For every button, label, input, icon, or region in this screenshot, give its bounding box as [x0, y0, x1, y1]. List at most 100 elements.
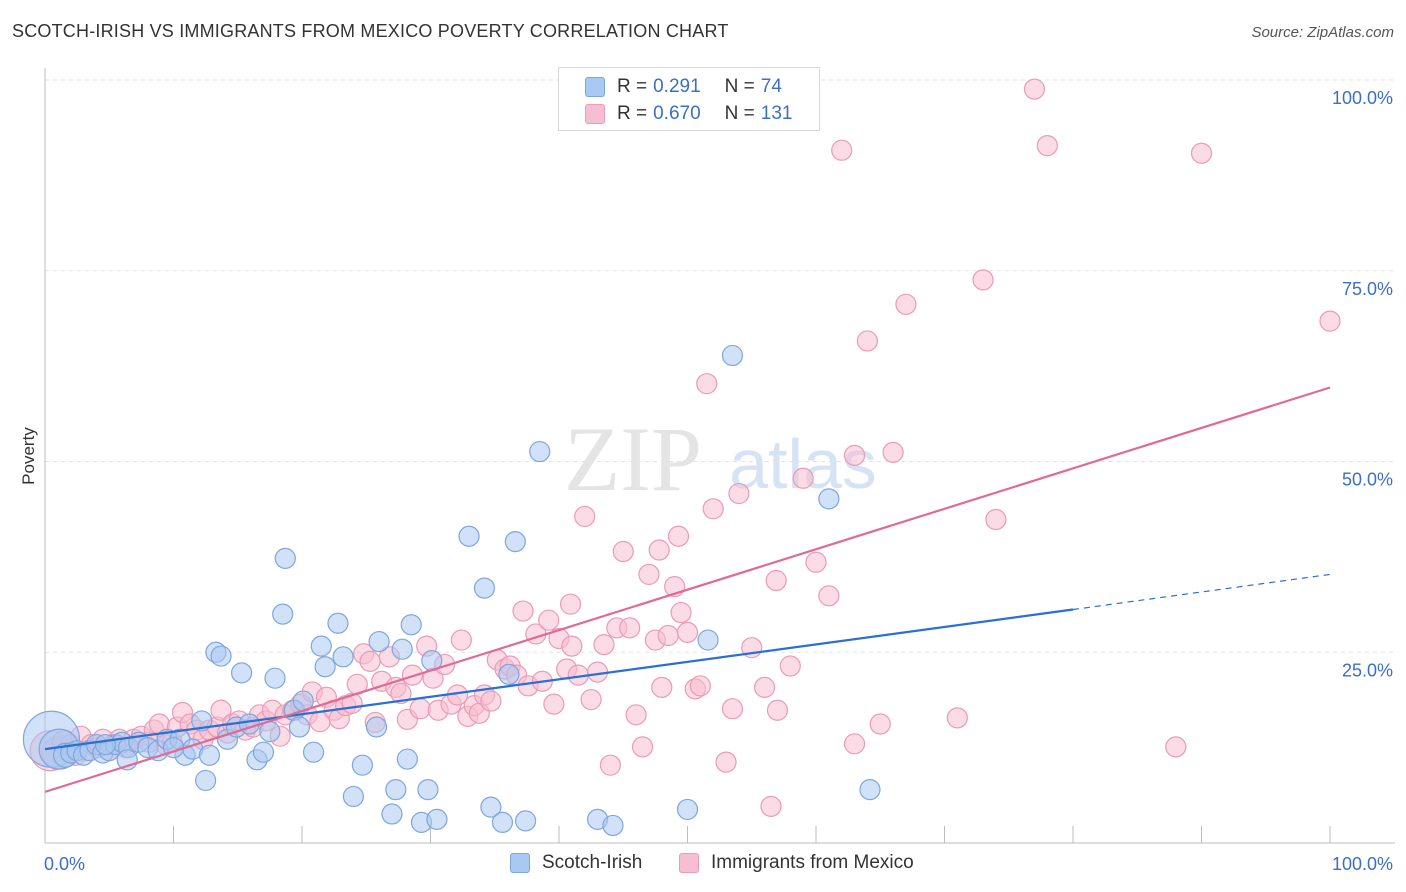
- series-scotch-irish: [22, 344, 881, 837]
- mexico-point: [765, 569, 787, 592]
- scotch-irish-point: [721, 344, 744, 367]
- mexico-point: [818, 585, 840, 607]
- scotch-irish-point: [458, 525, 480, 547]
- bottom-legend-scotch-irish: Scotch-Irish: [510, 852, 642, 874]
- mexico-point: [651, 676, 673, 698]
- mexico-point: [512, 600, 534, 622]
- legend-swatch-pink: [585, 104, 605, 124]
- mexico-point: [792, 467, 814, 489]
- mexico-point: [450, 629, 472, 651]
- scotch-irish-point: [238, 713, 260, 735]
- mexico-point: [561, 635, 583, 657]
- mexico-point: [580, 688, 602, 711]
- mexico-point: [1319, 310, 1341, 332]
- scotch-irish-point: [195, 769, 217, 792]
- legend: R = 0.291 N = 74 R = 0.670 N = 131: [558, 67, 820, 131]
- trend-lines: [44, 386, 1331, 793]
- chart-title: SCOTCH-IRISH VS IMMIGRANTS FROM MEXICO P…: [12, 21, 729, 41]
- scotch-irish-point: [426, 808, 448, 830]
- mexico-point: [599, 754, 622, 776]
- scotch-irish-point: [272, 603, 294, 625]
- y-tick-label: 100.0%: [1332, 88, 1393, 108]
- scotch-irish-point: [396, 748, 418, 770]
- y-axis-title: Poverty: [19, 427, 38, 485]
- scotch-irish-point: [818, 488, 840, 510]
- scotch-irish-point: [400, 614, 422, 636]
- scotch-irish-point: [191, 710, 213, 732]
- mexico-trend-line: [44, 386, 1331, 793]
- mexico-point: [1165, 736, 1187, 758]
- source-label: Source: ZipAtlas.com: [1251, 24, 1394, 41]
- y-tick-label: 25.0%: [1342, 660, 1393, 680]
- scotch-irish-point: [529, 440, 551, 463]
- mexico-point: [210, 699, 232, 721]
- scotch-irish-point: [332, 646, 354, 668]
- mexico-point: [972, 269, 994, 291]
- scotch-irish-point: [252, 741, 275, 763]
- scotch-irish-point: [473, 577, 496, 599]
- scotch-irish-point: [259, 721, 281, 743]
- mexico-point: [843, 444, 866, 466]
- mexico-point: [676, 621, 699, 644]
- scotch-irish-point: [514, 810, 537, 832]
- mexico-point: [612, 540, 634, 563]
- mexico-point: [390, 682, 412, 705]
- mexico-point: [593, 634, 615, 656]
- scotch-irish-point: [491, 811, 514, 833]
- scotch-irish-point: [327, 612, 349, 634]
- mexico-point: [480, 690, 502, 712]
- x-tick-label: 0.0%: [44, 854, 85, 874]
- scotch-irish-point: [198, 744, 221, 766]
- scotch-irish-point: [274, 547, 296, 570]
- scotch-irish-point: [859, 778, 881, 801]
- mexico-point: [667, 525, 690, 547]
- scotch-irish-point: [676, 798, 699, 821]
- mexico-point: [985, 508, 1007, 531]
- legend-r-label: R =: [617, 103, 648, 124]
- legend-r-label: R =: [617, 76, 648, 97]
- scotch-irish-point: [94, 733, 116, 756]
- mexico-point: [538, 609, 560, 631]
- scotch-irish-point: [391, 638, 413, 660]
- mexico-point: [359, 650, 381, 673]
- mexico-point: [657, 624, 679, 647]
- tick-labels: 25.0% 50.0% 75.0% 100.0% 0.0% 100.0%: [44, 88, 1393, 874]
- mexico-point: [766, 699, 789, 721]
- gridlines: [45, 79, 1395, 653]
- scotch-irish-point: [365, 716, 388, 738]
- mexico-point: [728, 482, 750, 505]
- watermark-zip: ZIP: [564, 408, 702, 510]
- legend-n-value: 74: [760, 76, 782, 97]
- scotch-irish-point: [368, 630, 390, 653]
- bottom-legend-immigrants-from-mexico: Immigrants from Mexico: [679, 852, 914, 874]
- mexico-point: [1190, 142, 1213, 164]
- mexico-point: [1023, 78, 1046, 100]
- mexico-point: [895, 293, 917, 315]
- mexico-point: [409, 698, 431, 720]
- mexico-point: [543, 693, 565, 715]
- scotch-irish-point: [288, 716, 311, 738]
- mexico-point: [619, 617, 641, 639]
- scotch-irish-point: [504, 531, 526, 553]
- mexico-point: [831, 139, 853, 161]
- bottom-legend-label: Scotch-Irish: [542, 852, 643, 873]
- bottom-legend-label: Immigrants from Mexico: [711, 852, 914, 873]
- legend-row-immigrants-from-mexico: R = 0.670 N = 131: [585, 101, 816, 127]
- mexico-point: [946, 707, 968, 729]
- mexico-point: [696, 373, 718, 395]
- scotch-irish-point: [480, 796, 502, 818]
- mexico-point: [638, 563, 660, 586]
- y-tick-label: 75.0%: [1342, 279, 1393, 299]
- mexico-point: [760, 795, 782, 817]
- mexico-point: [753, 676, 776, 698]
- mexico-point: [1036, 135, 1058, 157]
- x-tick-label: 100.0%: [1332, 854, 1393, 874]
- scotch-irish-point: [314, 656, 336, 678]
- scotch-irish-point: [310, 635, 332, 657]
- scotch-irish-trend-line: [44, 608, 1074, 751]
- mexico-point: [779, 655, 801, 677]
- mexico-point: [689, 675, 711, 697]
- bottom-legend-swatch-pink: [679, 853, 699, 873]
- mexico-point: [715, 751, 737, 773]
